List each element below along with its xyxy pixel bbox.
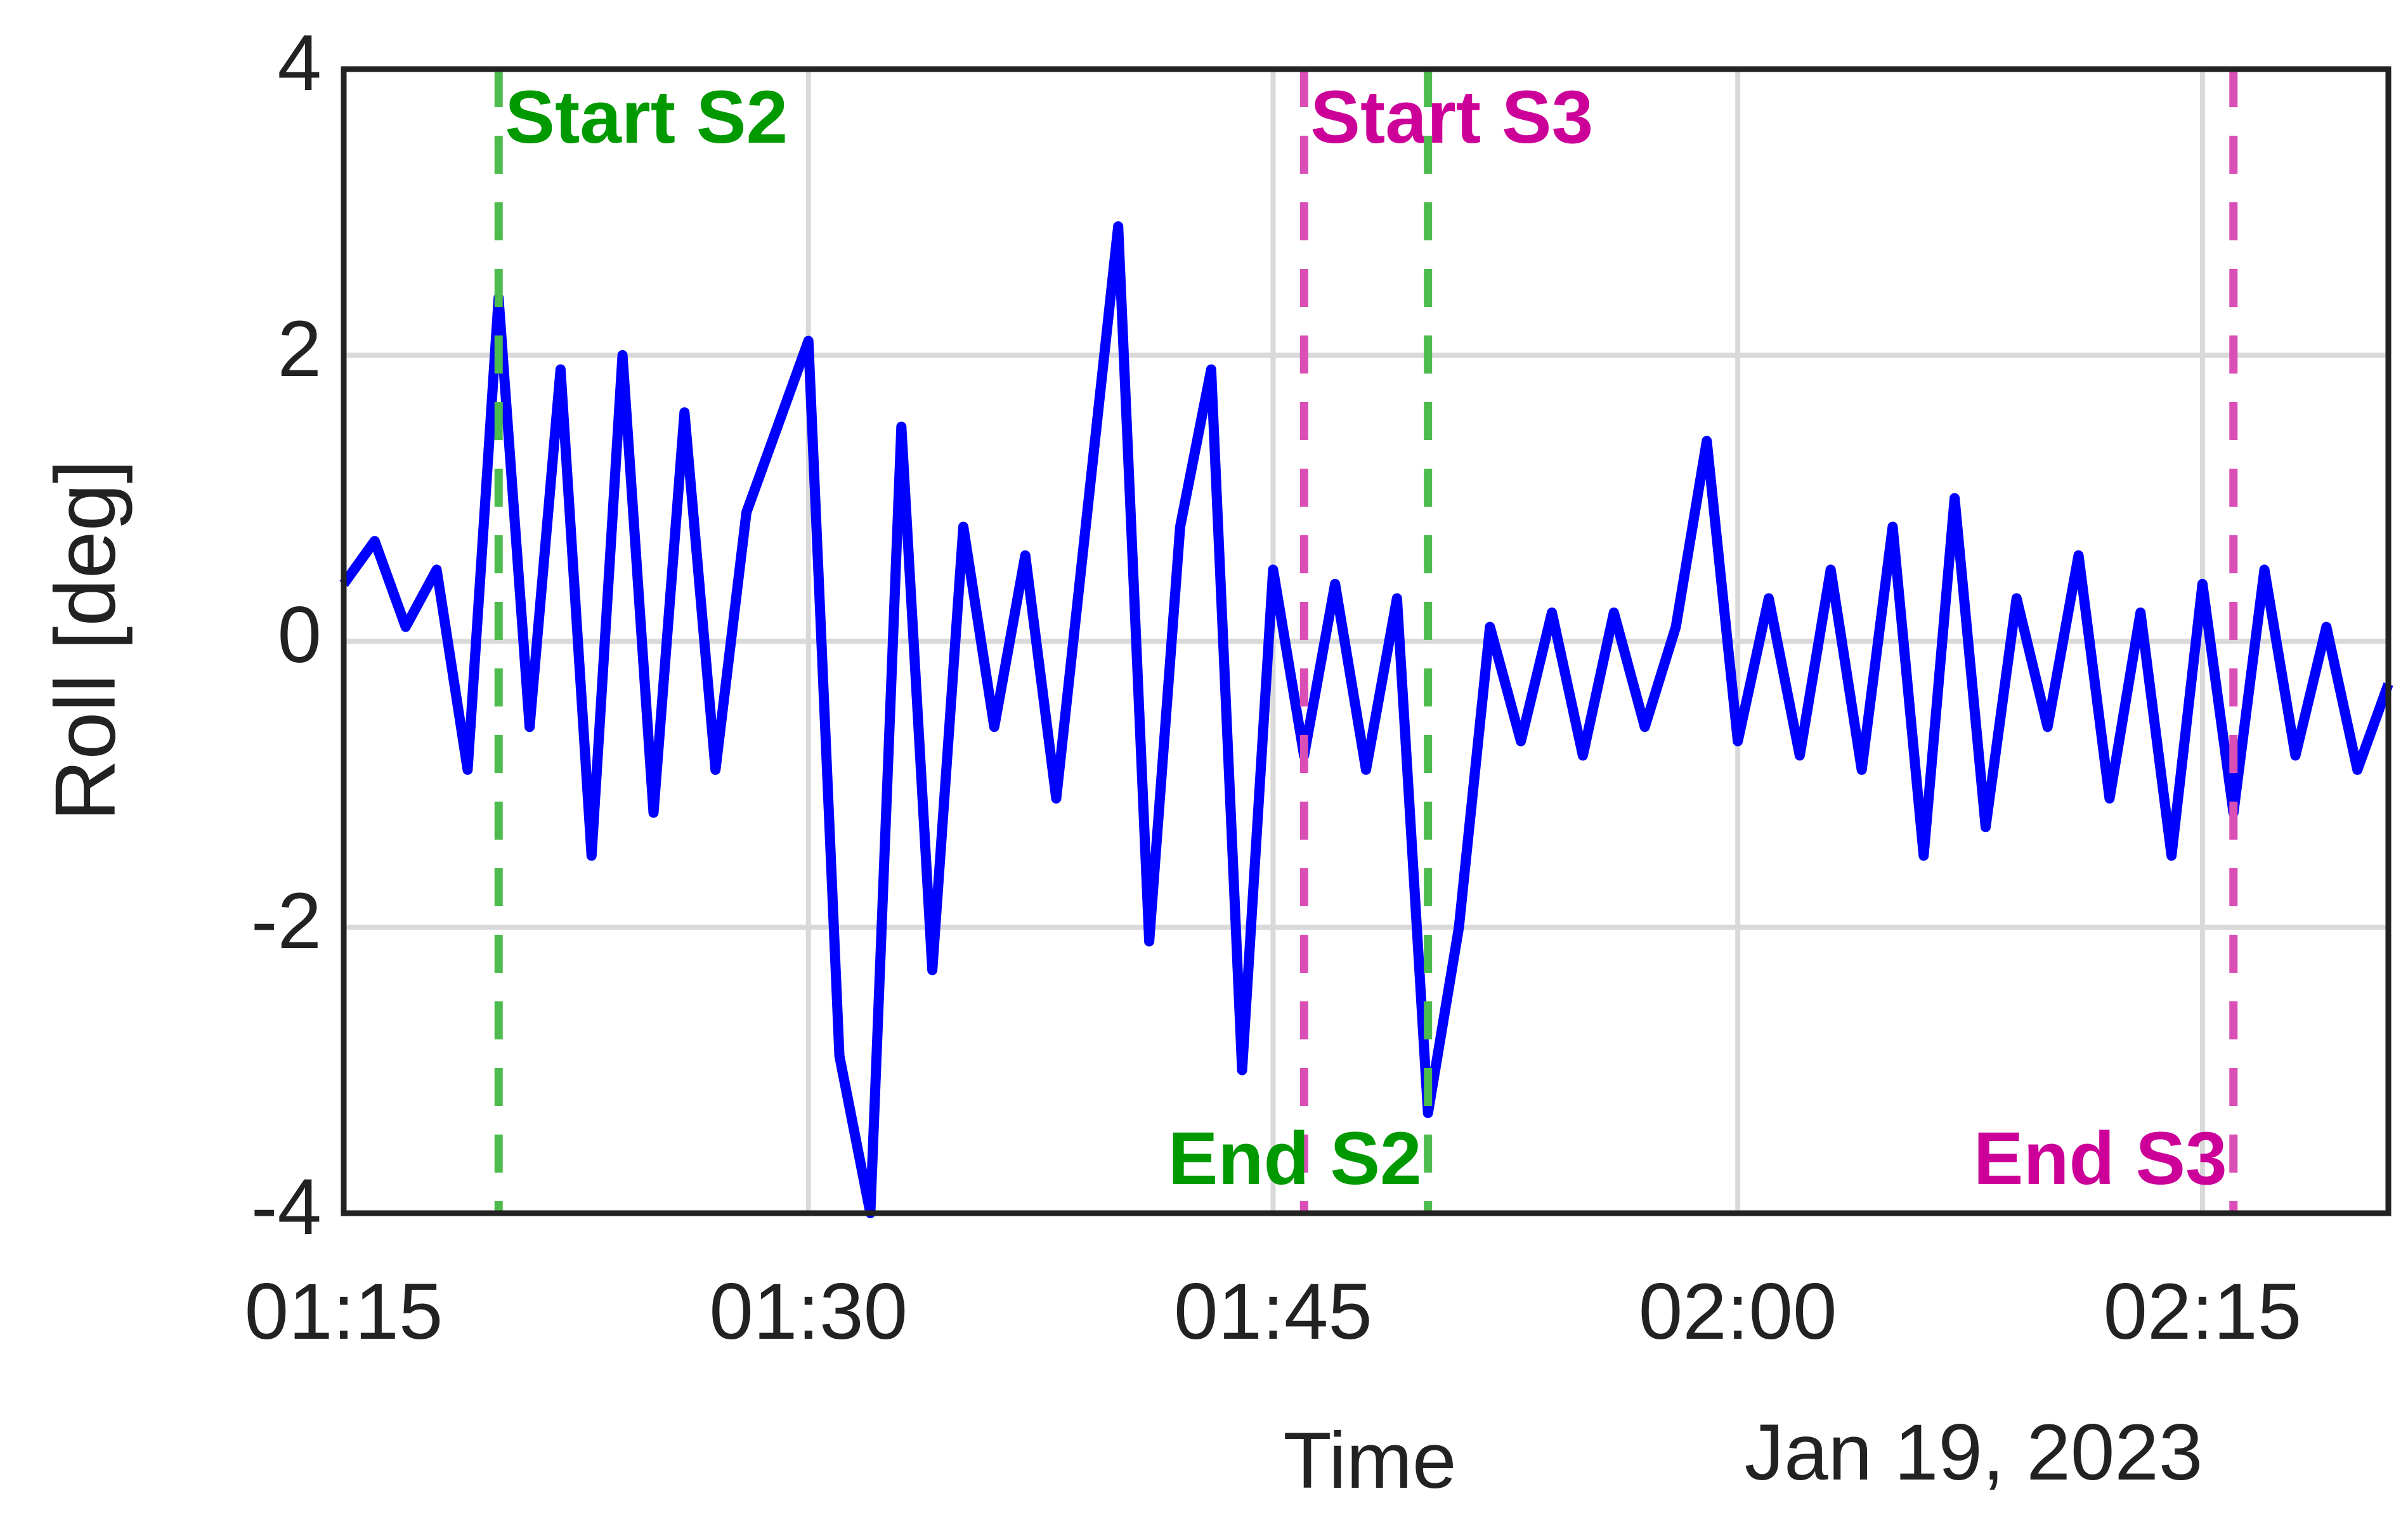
y-tick-label: 4 xyxy=(277,19,322,107)
date-label: Jan 19, 2023 xyxy=(1745,1409,2203,1497)
x-tick-label: 02:15 xyxy=(2104,1268,2302,1356)
x-tick-label: 02:00 xyxy=(1639,1268,1837,1356)
x-tick-label: 01:30 xyxy=(709,1268,908,1356)
y-tick-label: -4 xyxy=(251,1163,322,1251)
y-tick-label: 0 xyxy=(277,591,322,679)
event-label: End S3 xyxy=(1974,1117,2227,1200)
event-label: End S2 xyxy=(1168,1117,1422,1200)
data-line xyxy=(339,221,2393,1218)
y-tick-label: 2 xyxy=(277,305,322,393)
event-label: Start S2 xyxy=(505,75,788,159)
event-label: Start S3 xyxy=(1310,75,1593,159)
x-axis-label: Time xyxy=(1283,1417,1456,1505)
y-axis-label: Roll [deg] xyxy=(37,460,133,821)
plot-frame xyxy=(341,66,2392,1216)
y-tick-label: -2 xyxy=(251,877,322,965)
x-tick-label: 01:15 xyxy=(245,1268,443,1356)
x-tick-label: 01:45 xyxy=(1174,1268,1372,1356)
